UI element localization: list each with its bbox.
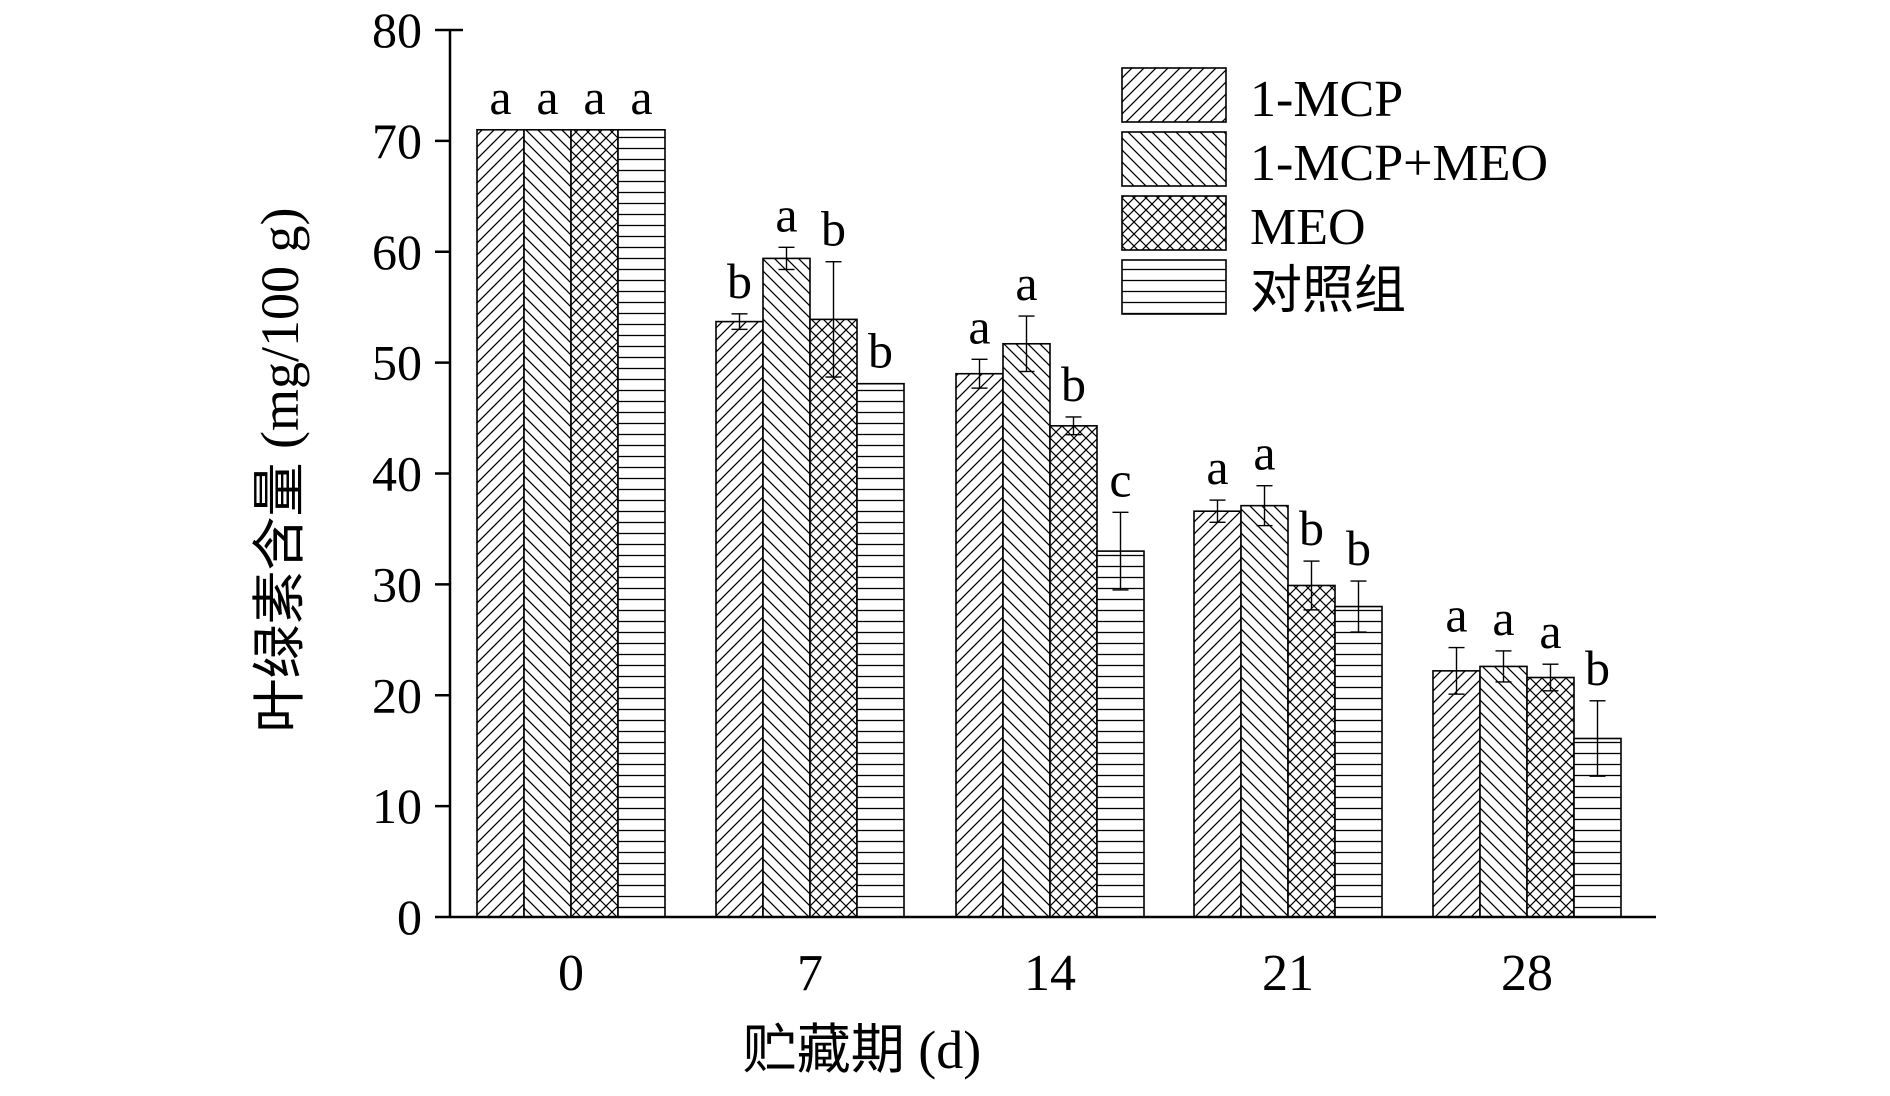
- bar-horizontal-7: [856, 382, 905, 918]
- bar-horizontal-0: [617, 128, 666, 918]
- significance-letter: a: [489, 69, 511, 125]
- bar-diagonal-backward-14: [1002, 342, 1051, 918]
- bar-diagonal-backward-21: [1240, 504, 1289, 918]
- bar-diagonal-forward-14: [955, 372, 1004, 918]
- x-tick-label: 7: [797, 945, 823, 1002]
- significance-letter: b: [1299, 500, 1324, 556]
- bar-diagonal-backward-28: [1479, 665, 1528, 918]
- significance-letter: a: [630, 69, 652, 125]
- bar-horizontal-21: [1334, 605, 1383, 918]
- legend-label: MEO: [1250, 199, 1366, 256]
- y-tick-label: 70: [372, 113, 422, 169]
- significance-letter: b: [868, 323, 893, 379]
- legend-label: 1-MCP+MEO: [1250, 135, 1548, 192]
- bar-crosshatch-7: [809, 318, 858, 918]
- significance-letter: a: [1206, 439, 1228, 495]
- significance-letter: a: [775, 186, 797, 242]
- significance-letter: a: [1445, 587, 1467, 643]
- significance-letter: a: [583, 69, 605, 125]
- x-tick-label: 0: [558, 945, 584, 1002]
- x-tick-label: 21: [1262, 945, 1314, 1002]
- significance-letter: a: [536, 69, 558, 125]
- x-tick-label: 28: [1501, 945, 1553, 1002]
- bar-horizontal-14: [1096, 550, 1145, 918]
- significance-letter: b: [1585, 640, 1610, 696]
- bars-layer: [476, 128, 1622, 918]
- significance-letter: a: [968, 298, 990, 354]
- x-tick-label: 14: [1024, 945, 1076, 1002]
- legend-swatch-diagonal-forward: [1121, 67, 1227, 123]
- significance-letter: a: [1015, 255, 1037, 311]
- y-tick-label: 60: [372, 224, 422, 280]
- y-tick-label: 50: [372, 335, 422, 391]
- legend-label: 1-MCP: [1250, 71, 1403, 128]
- legend: 1-MCP 1-MCP+MEO MEO 对照组: [1121, 67, 1548, 320]
- y-axis-label: 叶绿素含量 (mg/100 g): [250, 208, 310, 733]
- legend-swatch-horizontal: [1121, 259, 1227, 315]
- y-tick-label: 0: [397, 889, 422, 945]
- bar-diagonal-forward-7: [715, 320, 764, 918]
- y-tick-label: 30: [372, 556, 422, 612]
- y-tick-label: 40: [372, 446, 422, 502]
- bar-diagonal-backward-0: [523, 128, 572, 918]
- axes-layer: 0 10 20 30 40 50 60 70 80 0 7 14 21 28: [372, 2, 1656, 1002]
- significance-letter: b: [1346, 520, 1371, 576]
- bar-diagonal-forward-21: [1193, 510, 1242, 918]
- significance-letter: b: [727, 253, 752, 309]
- significance-letter: b: [821, 201, 846, 257]
- bar-diagonal-backward-7: [762, 257, 811, 918]
- bar-crosshatch-14: [1049, 425, 1098, 918]
- legend-swatch-crosshatch: [1121, 195, 1227, 251]
- bar-crosshatch-28: [1526, 676, 1575, 918]
- x-axis-label: 贮藏期 (d): [743, 1020, 981, 1080]
- bar-crosshatch-0: [570, 128, 619, 918]
- significance-letter: b: [1061, 356, 1086, 412]
- significance-letter: c: [1109, 451, 1131, 507]
- y-tick-label: 80: [372, 2, 422, 58]
- y-tick-label: 10: [372, 778, 422, 834]
- significance-letter: a: [1539, 603, 1561, 659]
- legend-swatch-diagonal-backward: [1121, 131, 1227, 187]
- significance-letter: a: [1253, 425, 1275, 481]
- bar-diagonal-forward-28: [1432, 670, 1481, 918]
- bar-crosshatch-21: [1287, 584, 1336, 918]
- y-tick-label: 20: [372, 667, 422, 723]
- legend-label: 对照组: [1250, 263, 1406, 320]
- error-bars-layer: [731, 246, 1606, 777]
- bar-diagonal-forward-0: [476, 128, 525, 918]
- significance-letter: a: [1492, 590, 1514, 646]
